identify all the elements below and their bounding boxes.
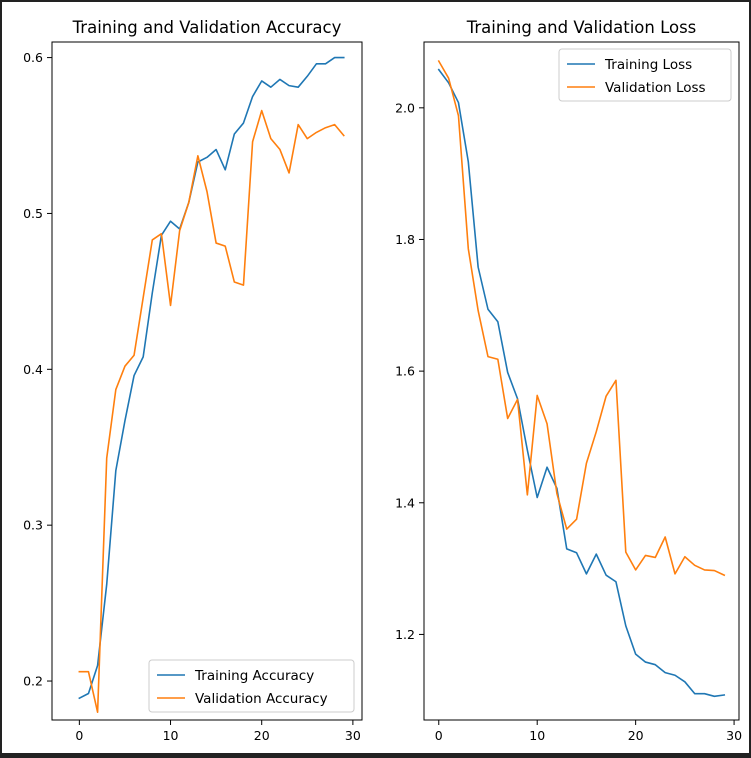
legend-label: Training Loss bbox=[604, 57, 692, 73]
legend-label: Validation Loss bbox=[605, 80, 706, 96]
x-tick-label: 0 bbox=[435, 728, 443, 743]
axes-frame bbox=[423, 41, 740, 721]
legend-label: Validation Accuracy bbox=[195, 691, 328, 707]
x-tick-label: 10 bbox=[163, 728, 179, 743]
chart-title: Training and Validation Accuracy bbox=[72, 18, 342, 37]
y-tick-label: 1.6 bbox=[395, 364, 415, 379]
accuracy-chart: Training and Validation Accuracy 0 10 20 30 0… bbox=[23, 18, 363, 743]
y-tick-label: 1.2 bbox=[395, 627, 415, 642]
y-tick-label: 1.8 bbox=[395, 232, 415, 247]
x-tick-label: 0 bbox=[75, 728, 83, 743]
series-line-training-accuracy bbox=[78, 56, 345, 700]
y-tick-label: 0.5 bbox=[23, 206, 43, 221]
series-line-validation-loss bbox=[437, 59, 726, 577]
y-tick-label: 1.4 bbox=[395, 495, 415, 510]
x-tick-label: 20 bbox=[628, 728, 644, 743]
y-tick-label: 0.4 bbox=[23, 362, 43, 377]
legend-box bbox=[148, 659, 355, 713]
legend: Training Loss Validation Loss bbox=[558, 48, 732, 102]
x-tick-label: 30 bbox=[345, 728, 361, 743]
legend-label: Training Accuracy bbox=[194, 668, 314, 684]
x-tick-label: 30 bbox=[726, 728, 742, 743]
loss-chart: Training and Validation Loss 0 10 20 30 1.2 1.… bbox=[395, 18, 742, 743]
axes-frame bbox=[51, 41, 363, 721]
legend: Training Accuracy Validation Accuracy bbox=[148, 659, 355, 713]
series-line-training-loss bbox=[437, 68, 726, 698]
y-tick-label: 0.3 bbox=[23, 518, 43, 533]
y-tick-label: 2.0 bbox=[395, 100, 415, 115]
legend-box bbox=[558, 48, 732, 102]
x-tick-label: 20 bbox=[254, 728, 270, 743]
y-tick-label: 0.6 bbox=[23, 50, 43, 65]
x-tick-label: 10 bbox=[529, 728, 545, 743]
series-line-validation-accuracy bbox=[78, 109, 345, 714]
y-tick-label: 0.2 bbox=[23, 674, 43, 689]
chart-title: Training and Validation Loss bbox=[466, 18, 697, 37]
